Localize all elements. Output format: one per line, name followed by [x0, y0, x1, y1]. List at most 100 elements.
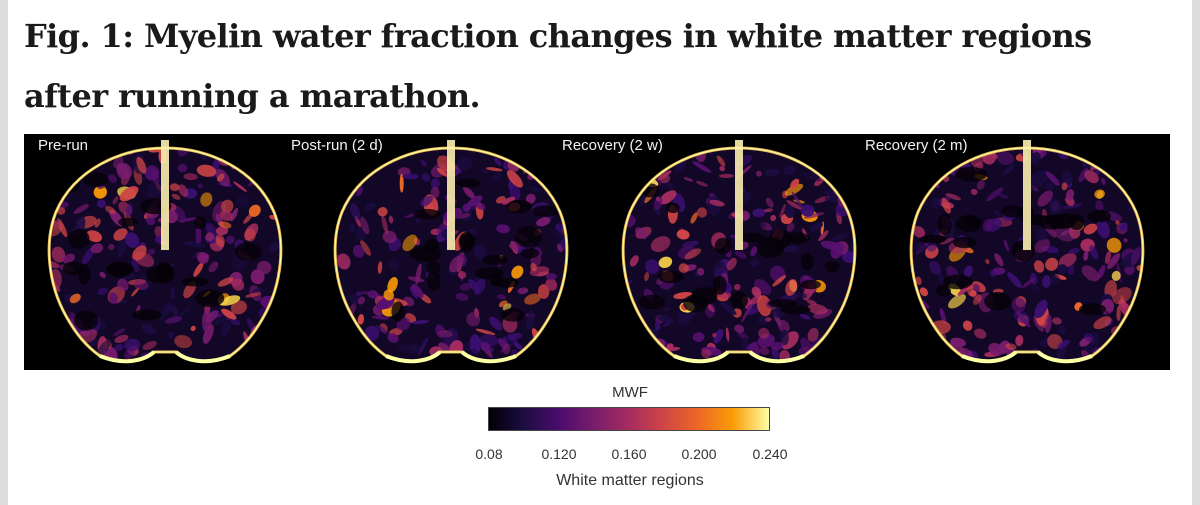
colorbar-tick: 0.08: [475, 446, 503, 462]
tissue-blob: [430, 178, 440, 189]
tissue-blob: [949, 341, 965, 355]
tissue-blob: [750, 246, 758, 257]
tissue-blob: [939, 165, 948, 174]
tissue-blob: [765, 317, 772, 322]
tissue-blob: [948, 293, 966, 309]
tissue-blob: [421, 173, 431, 182]
tissue-blob: [1050, 274, 1060, 285]
tissue-blob: [178, 184, 189, 197]
tissue-blob: [915, 242, 926, 254]
tissue-blob: [835, 167, 844, 176]
mri-panel-recovery-2m: Recovery (2 m): [865, 134, 1162, 370]
tissue-blob: [712, 332, 717, 338]
tissue-blob: [507, 332, 522, 341]
tissue-blob: [231, 278, 245, 291]
tissue-blob: [1052, 317, 1062, 325]
cerebellum-edge-left: [99, 350, 156, 364]
colorbar-title: MWF: [612, 384, 648, 401]
tissue-blob: [49, 260, 60, 269]
tissue-blob: [916, 324, 921, 328]
tissue-blob: [335, 159, 341, 169]
tissue-blob: [1061, 182, 1068, 191]
tissue-blob: [183, 173, 198, 181]
tissue-blob: [193, 262, 204, 277]
tissue-blob: [679, 148, 689, 159]
tissue-blob: [783, 165, 795, 176]
tissue-blob: [1002, 164, 1015, 175]
tissue-blob: [911, 310, 924, 318]
tissue-blob: [692, 332, 705, 343]
tissue-blob: [709, 199, 725, 207]
tissue-blob: [629, 319, 636, 334]
dark-region: [952, 236, 977, 249]
tissue-blob: [1130, 246, 1141, 266]
tissue-blob: [653, 196, 663, 211]
tissue-blob: [492, 171, 502, 183]
dark-region: [935, 285, 951, 297]
tissue-blob: [923, 168, 935, 179]
tissue-blob: [834, 333, 842, 341]
panel-label: Pre-run: [38, 137, 89, 154]
tissue-blob: [713, 328, 724, 344]
tissue-blob: [1062, 154, 1069, 160]
tissue-blob: [941, 197, 951, 214]
dark-region: [391, 301, 405, 322]
tissue-blob: [131, 287, 140, 297]
tissue-blob: [701, 348, 712, 359]
dark-region: [74, 310, 99, 331]
dark-region: [1079, 303, 1107, 316]
tissue-blob: [1100, 153, 1111, 163]
tissue-blob: [1116, 305, 1121, 322]
tissue-blob: [528, 186, 541, 193]
tissue-blob: [62, 253, 76, 264]
tissue-blob: [216, 149, 221, 156]
dark-region: [413, 209, 441, 220]
tissue-blob: [219, 295, 241, 306]
dark-region: [730, 291, 749, 309]
tissue-blob: [1067, 265, 1075, 275]
tissue-blob: [360, 216, 370, 235]
tissue-blob: [940, 237, 955, 245]
panel-label: Recovery (2 w): [562, 137, 663, 154]
brain-scan-image: [47, 140, 283, 364]
tissue-blob: [759, 347, 770, 355]
brain-scan-image: [909, 140, 1145, 364]
tissue-blob: [545, 150, 559, 160]
tissue-blob: [1106, 237, 1122, 253]
tissue-blob: [97, 199, 106, 208]
tissue-blob: [420, 159, 427, 167]
tissue-blob: [517, 287, 529, 295]
tissue-blob: [112, 196, 119, 205]
tissue-blob: [387, 277, 398, 293]
dark-region: [955, 166, 988, 182]
tissue-blob: [919, 159, 928, 169]
tissue-blob: [973, 283, 980, 293]
tissue-blob: [814, 176, 825, 187]
tissue-blob: [1115, 220, 1120, 225]
tissue-blob: [1083, 250, 1089, 261]
tissue-blob: [256, 260, 272, 275]
tissue-blob: [417, 336, 429, 356]
tissue-blob: [108, 292, 118, 304]
tissue-blob: [230, 318, 241, 326]
tissue-blob: [922, 341, 936, 350]
tissue-blob: [415, 263, 422, 285]
tissue-blob: [692, 161, 712, 173]
tissue-blob: [782, 148, 792, 154]
tissue-blob: [1081, 265, 1100, 282]
tissue-blob: [521, 159, 527, 166]
tissue-blob: [640, 194, 646, 206]
tissue-blob: [377, 206, 388, 217]
tissue-blob: [221, 199, 234, 213]
tissue-blob: [506, 170, 523, 188]
cerebellum-edge-left: [961, 350, 1018, 364]
tissue-blob: [939, 308, 947, 325]
cerebellum-edge-left: [385, 350, 442, 364]
tissue-blob: [337, 253, 351, 270]
tissue-blob: [789, 148, 797, 153]
tissue-blob: [830, 242, 844, 259]
tissue-blob: [806, 299, 817, 306]
tissue-blob: [99, 271, 106, 278]
dark-region: [181, 277, 209, 287]
tissue-blob: [720, 301, 737, 315]
